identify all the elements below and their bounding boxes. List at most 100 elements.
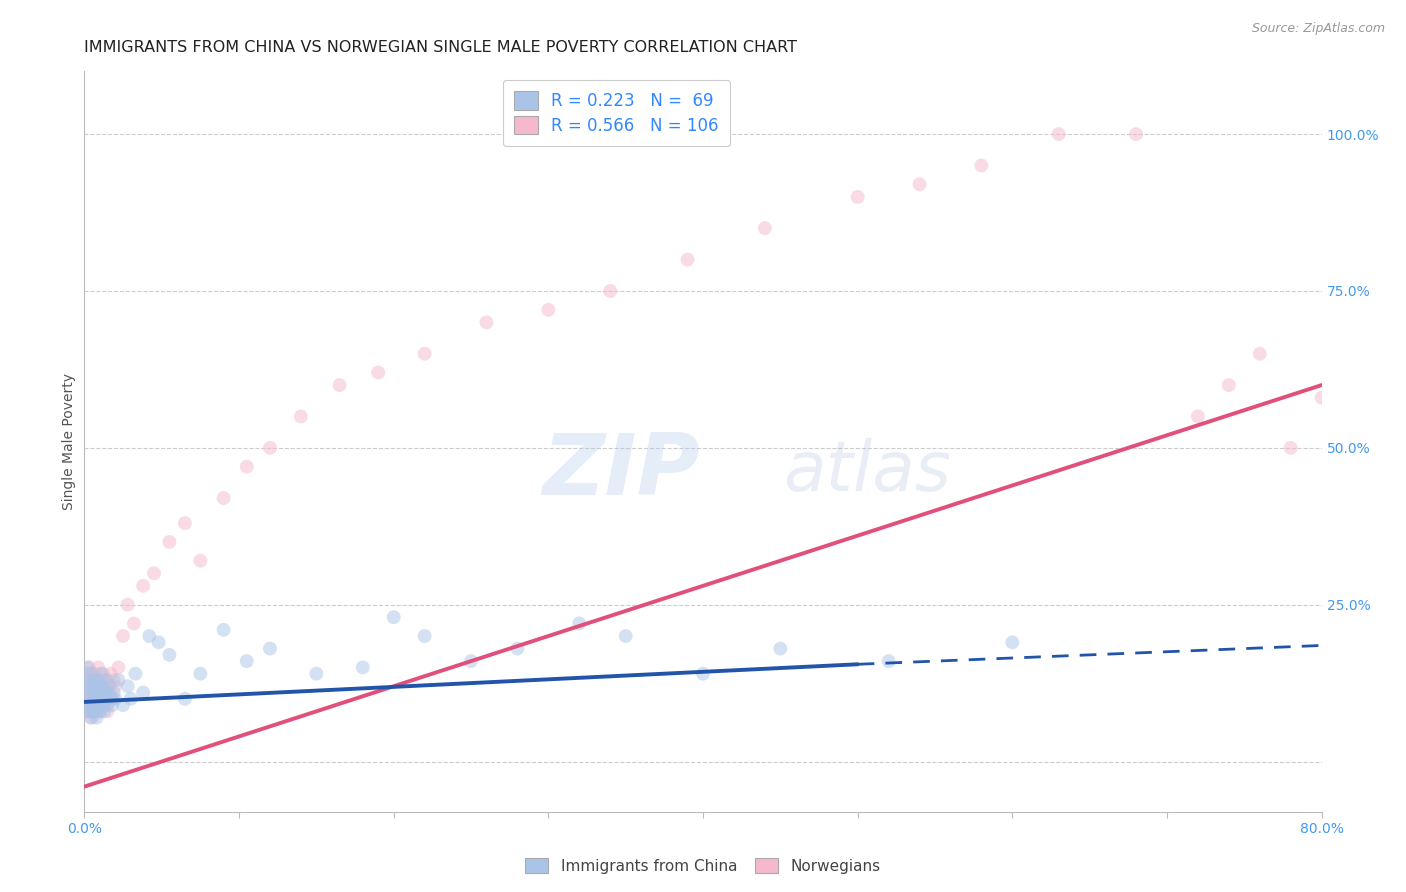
Point: [87, 698, 110, 712]
Point: [77, 685, 100, 699]
Point: [82, 710, 104, 724]
Point: [89, 679, 111, 693]
Point: [86, 704, 108, 718]
Point: [413, 347, 436, 361]
Legend: Immigrants from China, Norwegians: Immigrants from China, Norwegians: [519, 852, 887, 880]
Point: [104, 691, 127, 706]
Point: [87, 685, 110, 699]
Point: [1125, 127, 1147, 141]
Point: [138, 629, 160, 643]
Point: [79, 666, 101, 681]
Point: [86, 710, 108, 724]
Point: [1341, 366, 1364, 380]
Point: [148, 635, 170, 649]
Point: [96, 679, 118, 693]
Point: [75, 673, 97, 687]
Point: [188, 666, 211, 681]
Point: [107, 660, 129, 674]
Point: [1218, 378, 1240, 392]
Point: [94, 673, 117, 687]
Point: [90, 698, 112, 712]
Point: [82, 666, 104, 681]
Point: [84, 685, 107, 699]
Point: [352, 660, 374, 674]
Point: [82, 679, 104, 693]
Point: [107, 673, 129, 687]
Point: [94, 673, 117, 687]
Text: IMMIGRANTS FROM CHINA VS NORWEGIAN SINGLE MALE POVERTY CORRELATION CHART: IMMIGRANTS FROM CHINA VS NORWEGIAN SINGL…: [84, 40, 797, 55]
Point: [1403, 315, 1406, 329]
Point: [79, 691, 101, 706]
Point: [98, 685, 121, 699]
Point: [83, 704, 105, 718]
Point: [90, 685, 112, 699]
Point: [86, 691, 108, 706]
Point: [188, 554, 211, 568]
Point: [506, 641, 529, 656]
Point: [112, 698, 135, 712]
Point: [93, 698, 115, 712]
Point: [212, 623, 235, 637]
Point: [79, 685, 101, 699]
Point: [132, 685, 155, 699]
Point: [82, 698, 104, 712]
Point: [754, 221, 776, 235]
Point: [89, 673, 111, 687]
Point: [212, 491, 235, 505]
Point: [98, 679, 121, 693]
Point: [174, 516, 197, 530]
Point: [96, 698, 118, 712]
Point: [1310, 391, 1333, 405]
Point: [90, 666, 112, 681]
Point: [87, 660, 110, 674]
Point: [76, 691, 98, 706]
Point: [91, 698, 114, 712]
Point: [96, 685, 118, 699]
Point: [75, 679, 97, 693]
Point: [75, 698, 97, 712]
Point: [83, 691, 105, 706]
Point: [103, 673, 125, 687]
Legend: R = 0.223   N =  69, R = 0.566   N = 106: R = 0.223 N = 69, R = 0.566 N = 106: [502, 79, 730, 146]
Point: [94, 691, 117, 706]
Point: [86, 691, 108, 706]
Point: [82, 679, 104, 693]
Point: [77, 679, 100, 693]
Point: [79, 673, 101, 687]
Point: [103, 685, 125, 699]
Point: [86, 673, 108, 687]
Point: [568, 616, 591, 631]
Point: [100, 666, 122, 681]
Point: [84, 698, 107, 712]
Point: [83, 704, 105, 718]
Point: [305, 666, 328, 681]
Point: [122, 616, 145, 631]
Point: [101, 698, 124, 712]
Point: [84, 666, 107, 681]
Point: [89, 704, 111, 718]
Point: [159, 648, 180, 662]
Point: [1372, 327, 1395, 342]
Point: [77, 691, 100, 706]
Point: [1279, 441, 1302, 455]
Point: [94, 691, 117, 706]
Point: [475, 315, 498, 329]
Point: [124, 666, 146, 681]
Point: [382, 610, 405, 624]
Point: [84, 679, 107, 693]
Point: [908, 178, 931, 192]
Point: [96, 704, 118, 718]
Point: [235, 654, 259, 668]
Point: [89, 691, 111, 706]
Point: [91, 679, 114, 693]
Point: [93, 685, 115, 699]
Point: [599, 284, 621, 298]
Point: [101, 691, 124, 706]
Point: [460, 654, 482, 668]
Point: [86, 704, 108, 718]
Point: [692, 666, 714, 681]
Point: [91, 691, 114, 706]
Point: [970, 159, 993, 173]
Point: [83, 673, 105, 687]
Point: [846, 190, 869, 204]
